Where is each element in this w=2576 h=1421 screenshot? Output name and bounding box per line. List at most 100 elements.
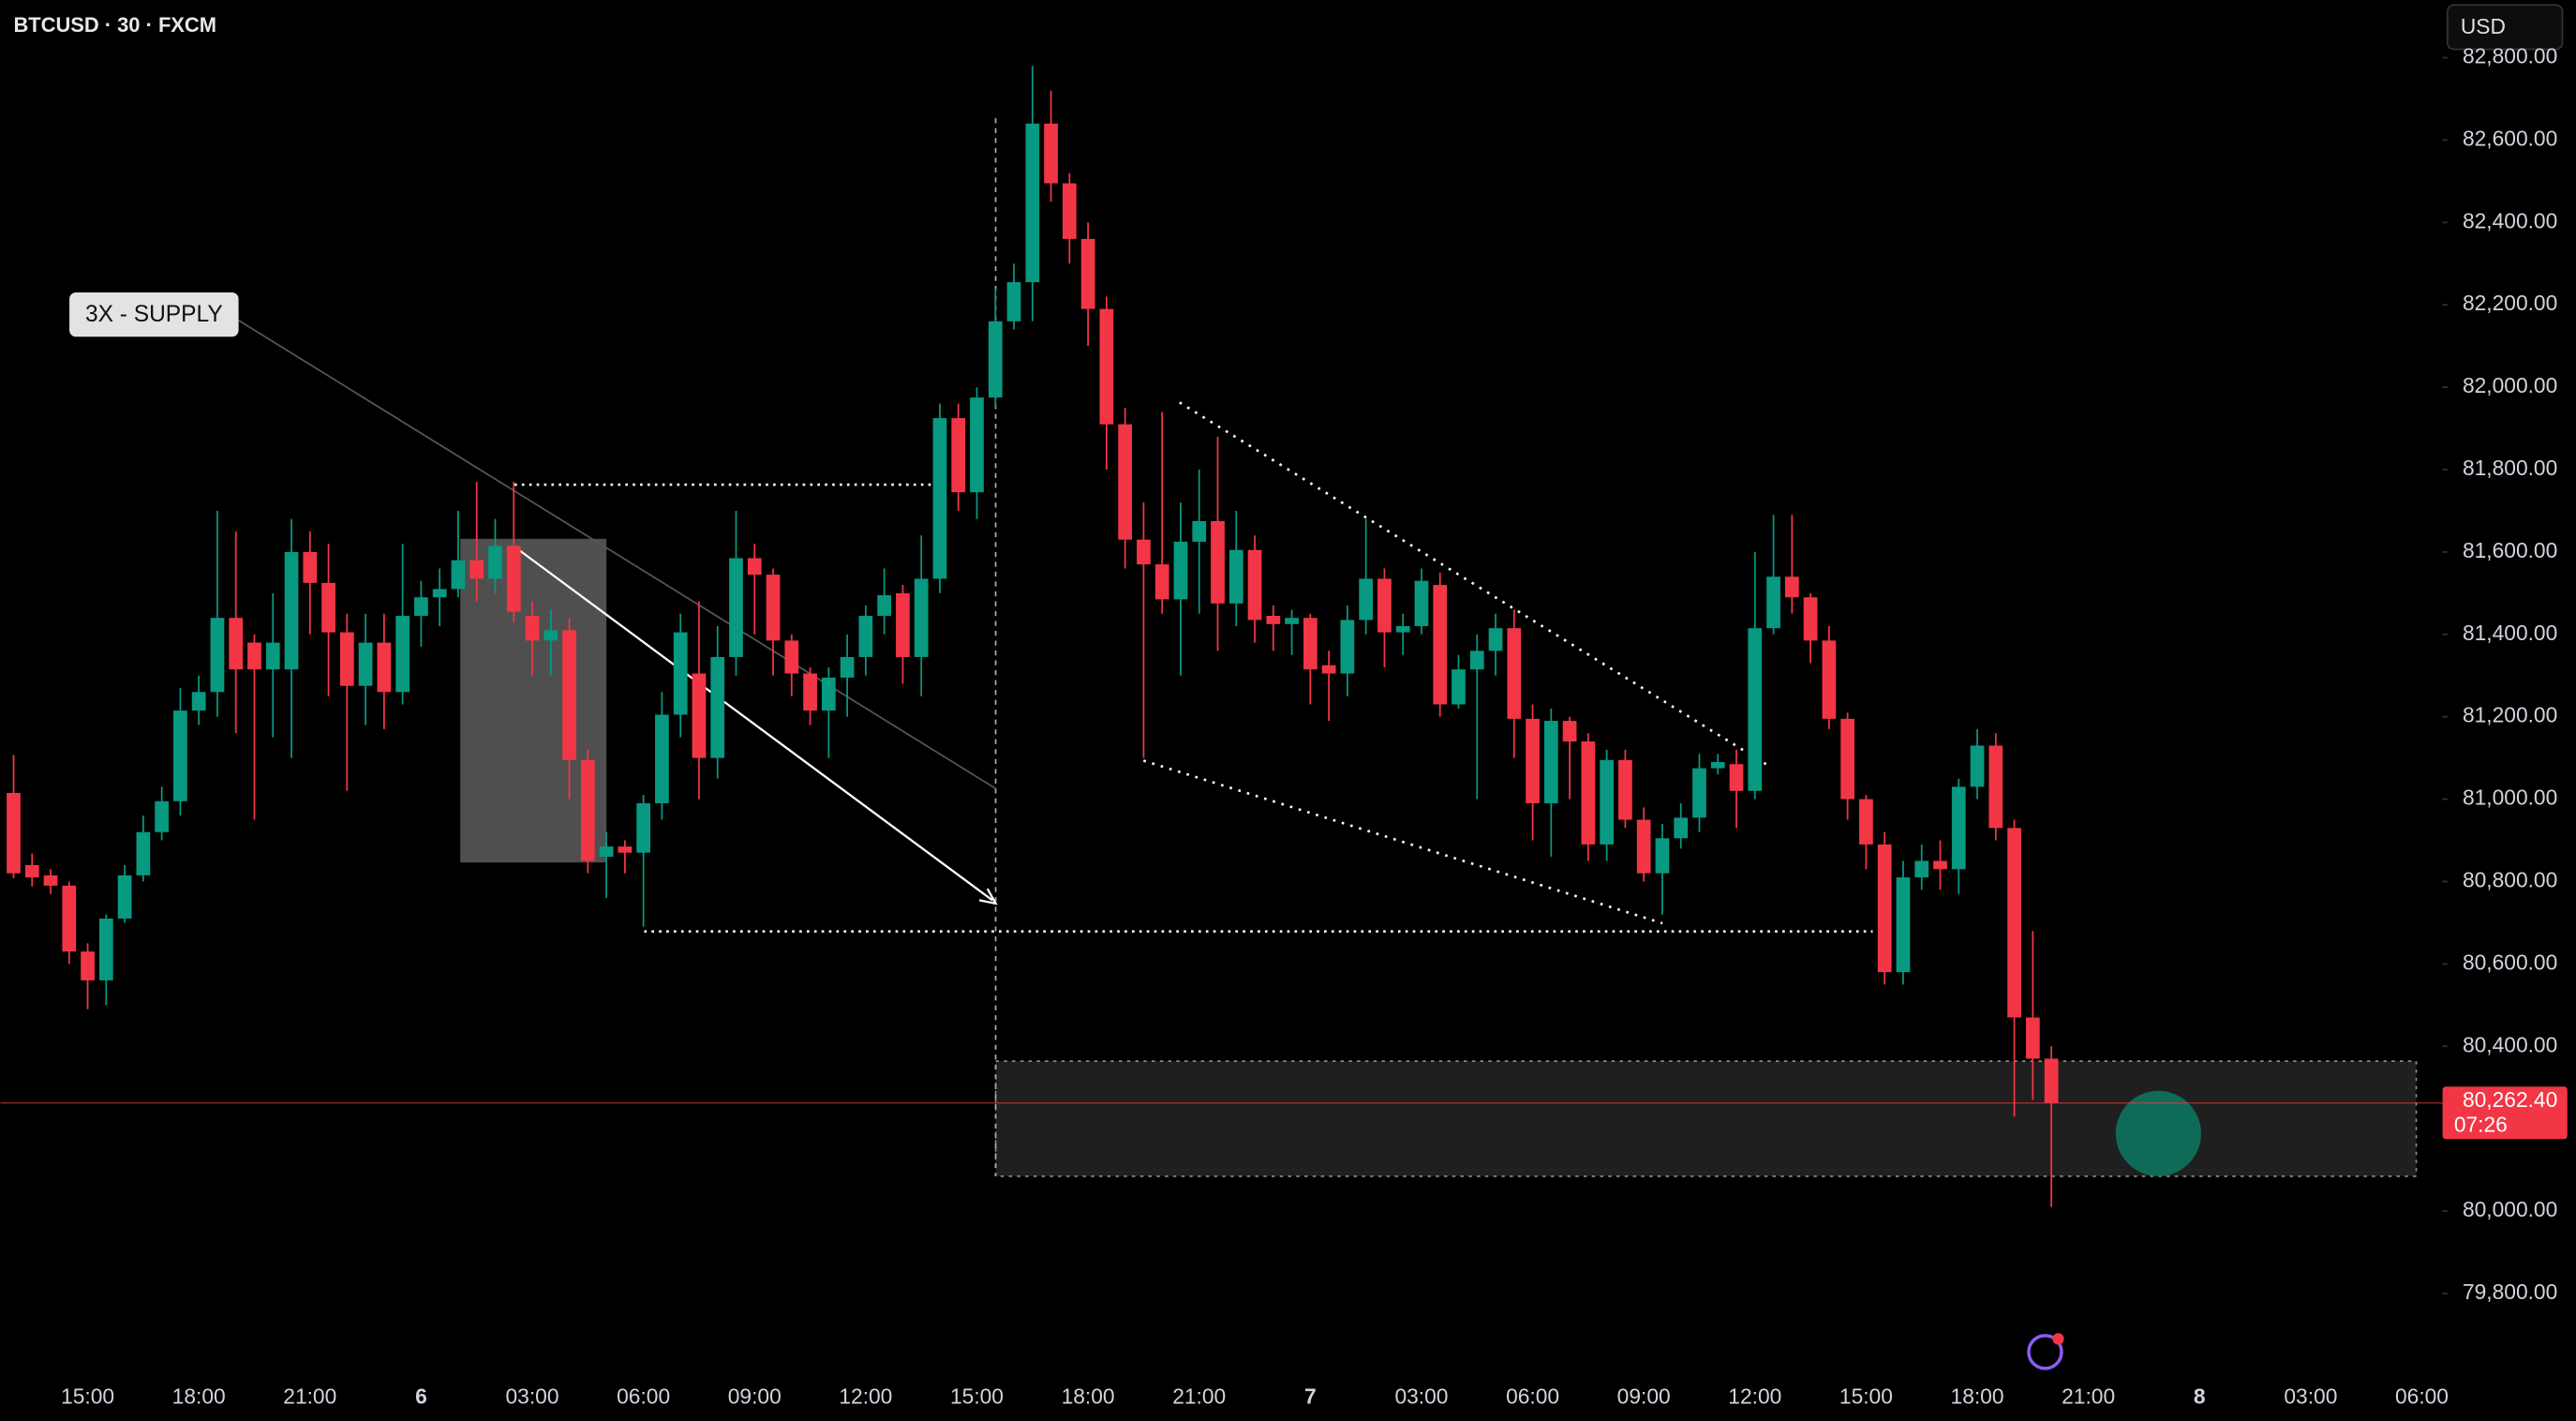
candle-body <box>1581 741 1596 845</box>
x-tick-label: 12:00 <box>1728 1384 1781 1408</box>
candle-body <box>1192 520 1207 542</box>
y-tick-label: 81,000.00 <box>2463 785 2557 810</box>
candle-body <box>1692 768 1706 818</box>
y-tick-label: 81,600.00 <box>2463 538 2557 562</box>
candle-body <box>173 710 187 801</box>
candle-body <box>1062 183 1077 239</box>
candle-body <box>1118 424 1133 540</box>
candle-body <box>1452 669 1466 705</box>
x-tick-label: 7 <box>1304 1384 1317 1408</box>
candle-body <box>932 418 947 579</box>
candle-body <box>2044 1058 2059 1103</box>
x-tick-label: 21:00 <box>283 1384 336 1408</box>
annotation-box <box>69 292 239 337</box>
x-tick-label: 6 <box>415 1384 427 1408</box>
y-tick-label: 80,800.00 <box>2463 867 2557 891</box>
candle-body <box>1228 549 1243 604</box>
candle-body <box>1729 764 1744 791</box>
x-tick-label: 03:00 <box>506 1384 559 1408</box>
demand-zone <box>994 1060 2418 1177</box>
candle-body <box>1137 539 1151 565</box>
x-tick-label: 03:00 <box>1394 1384 1448 1408</box>
candle-body <box>1748 628 1763 791</box>
candle-body <box>988 321 1003 398</box>
x-tick-label: 09:00 <box>1617 1384 1671 1408</box>
wedge-line <box>1142 759 1663 925</box>
icon-ring[interactable] <box>2027 1334 2063 1370</box>
x-tick-label: 8 <box>2194 1384 2206 1408</box>
currency-label[interactable]: USD <box>2461 14 2506 38</box>
candle-body <box>1469 651 1484 670</box>
candle-body <box>1896 877 1911 973</box>
candle-body <box>321 582 335 633</box>
candle-body <box>951 418 966 493</box>
candle-body <box>821 677 836 711</box>
candle-body <box>1710 762 1725 769</box>
last-price-label: 80,262.40 <box>2463 1087 2557 1112</box>
x-tick-label: 09:00 <box>728 1384 782 1408</box>
candle-body <box>1803 597 1818 641</box>
candle-body <box>432 589 447 598</box>
countdown-label: 07:26 <box>2454 1112 2508 1136</box>
candle-body <box>1636 819 1651 874</box>
y-tick-label: 82,200.00 <box>2463 291 2557 315</box>
candle-body <box>1766 576 1780 629</box>
candle-body <box>1080 238 1095 309</box>
candle-body <box>710 656 725 758</box>
candle-body <box>1784 576 1799 598</box>
assistant-icon[interactable] <box>2027 1333 2064 1370</box>
candle-body <box>24 864 39 878</box>
arrow-head <box>978 888 998 905</box>
icon-dot[interactable] <box>2052 1333 2064 1345</box>
candle-body <box>1395 625 1410 633</box>
candle-body <box>1488 628 1503 651</box>
candle-body <box>525 616 540 641</box>
candle-body <box>1099 308 1114 425</box>
candle-body <box>395 616 409 693</box>
x-tick-label: 21:00 <box>2062 1384 2115 1408</box>
candle-body <box>303 551 318 583</box>
y-tick-label: 82,800.00 <box>2463 44 2557 68</box>
candle-body <box>265 642 280 670</box>
symbol-title: BTCUSD · 30 · FXCM <box>13 13 216 37</box>
candle-body <box>562 630 576 760</box>
x-tick-label: 15:00 <box>61 1384 114 1408</box>
currency-button[interactable] <box>2446 4 2564 51</box>
candle-body <box>1655 838 1670 874</box>
candle-body <box>914 578 929 657</box>
candle-body <box>377 642 392 693</box>
candle-body <box>1507 628 1522 719</box>
drawings <box>238 118 2418 1177</box>
candle-body <box>155 800 169 832</box>
candle-body <box>840 656 855 678</box>
y-tick-label: 80,000.00 <box>2463 1197 2557 1221</box>
x-tick-label: 18:00 <box>1062 1384 1115 1408</box>
candle-body <box>784 640 799 674</box>
candle-body <box>636 802 650 853</box>
y-tick-label: 80,600.00 <box>2463 950 2557 974</box>
candle-body <box>1859 799 1873 845</box>
candle-body <box>1933 860 1947 870</box>
candle-body <box>98 919 113 980</box>
candle-body <box>1674 817 1689 839</box>
x-tick-label: 18:00 <box>172 1384 226 1408</box>
candle-body <box>1543 721 1558 803</box>
candle-body <box>81 951 95 980</box>
candle-body <box>1526 718 1540 803</box>
x-tick-label: 06:00 <box>1506 1384 1559 1408</box>
candle-body <box>673 632 688 715</box>
candle-body <box>358 642 373 686</box>
candle-body <box>896 592 910 657</box>
candle-body <box>1321 665 1336 674</box>
x-tick-label: 12:00 <box>839 1384 892 1408</box>
candles <box>7 66 2059 1207</box>
candle-body <box>1154 564 1169 600</box>
candle-body <box>729 558 743 657</box>
y-tick-label: 81,200.00 <box>2463 703 2557 727</box>
x-tick-label: 15:00 <box>950 1384 1004 1408</box>
candle-body <box>1822 640 1837 719</box>
candle-body <box>1988 745 2003 829</box>
annotation-label: 3X - SUPPLY <box>85 302 223 327</box>
